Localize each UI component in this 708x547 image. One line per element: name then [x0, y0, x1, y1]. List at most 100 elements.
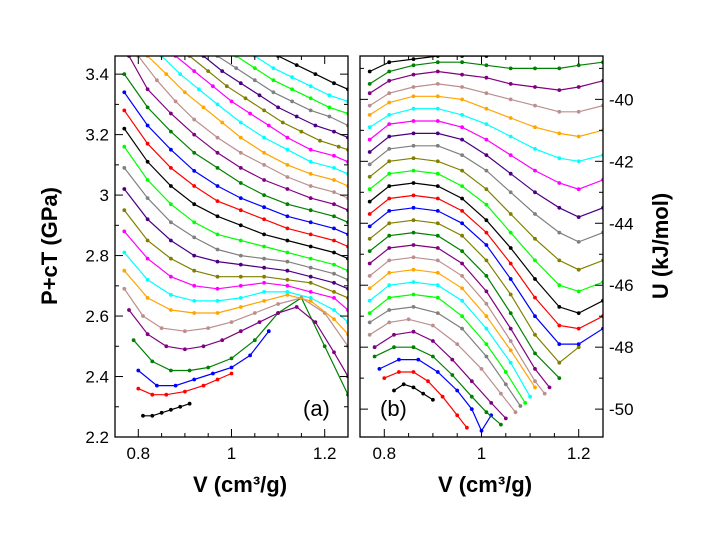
data-point-a-6-9	[332, 317, 336, 321]
data-point-b-22-5	[484, 122, 489, 126]
data-point-b-2-4	[455, 388, 460, 393]
data-point-a-6-3	[192, 311, 197, 315]
data-point-b-15-3	[435, 196, 440, 201]
data-point-a-10-5	[238, 262, 243, 267]
data-point-b-20-1	[387, 134, 392, 139]
y-tick-label-b: -40	[609, 90, 634, 109]
data-point-a-13-3	[192, 202, 197, 207]
data-point-b-17-5	[484, 202, 489, 207]
data-point-b-1-0	[382, 376, 387, 380]
data-point-a-9-2	[169, 256, 173, 261]
data-point-b-11-5	[484, 289, 489, 294]
data-point-a-18-3	[192, 117, 197, 122]
data-point-b-24-6	[508, 97, 513, 102]
data-point-b-16-9	[576, 311, 581, 315]
series-line-b-23	[369, 95, 603, 138]
data-point-b-25-2	[411, 72, 416, 77]
data-point-a-10-6	[262, 265, 266, 270]
data-point-b-13-6	[508, 292, 513, 297]
data-point-b-24-1	[387, 91, 392, 96]
data-point-a-10-0	[122, 187, 127, 191]
data-point-a-5-4	[206, 326, 211, 330]
data-point-a-7-3	[192, 299, 197, 303]
y-tick-label-a: 2.8	[85, 247, 109, 266]
data-point-a-4-11	[332, 350, 336, 355]
series-line-b-27	[369, 56, 487, 73]
data-point-b-8-0	[367, 298, 372, 303]
data-point-a-11-3	[192, 235, 197, 240]
data-point-b-2-1	[397, 357, 401, 362]
data-point-b-6-1	[387, 308, 392, 312]
data-point-a-9-8	[308, 280, 313, 285]
data-point-b-1-1	[397, 370, 401, 374]
x-tick-label-a: 0.8	[126, 444, 150, 463]
y-tick-label-b: -44	[609, 214, 634, 233]
data-point-a-14-4	[215, 199, 220, 204]
data-point-a-1-2	[164, 392, 169, 397]
data-point-b-5-5	[479, 367, 484, 371]
data-point-a-12-2	[169, 202, 173, 207]
data-point-b-14-5	[484, 243, 489, 247]
data-point-a-2-4	[211, 371, 215, 376]
data-point-a-23-1	[220, 69, 225, 73]
data-point-a-13-2	[169, 184, 173, 188]
data-point-a-10-1	[145, 217, 150, 222]
data-point-a-18-1	[155, 78, 159, 83]
data-point-a-13-5	[238, 223, 243, 228]
data-point-a-13-7	[285, 238, 290, 243]
data-point-a-8-9	[332, 296, 336, 300]
data-point-b-15-8	[557, 323, 562, 328]
data-point-b-26-2	[411, 63, 416, 68]
data-point-b-9-2	[411, 267, 416, 272]
data-point-a-18-2	[173, 99, 178, 104]
data-point-b-11-6	[508, 326, 513, 331]
data-point-b-12-8	[557, 376, 562, 380]
y-tick-label-a: 2.6	[85, 307, 109, 326]
data-point-b-22-8	[557, 156, 562, 161]
data-point-b-14-3	[435, 209, 440, 213]
data-point-b-27-1	[387, 60, 392, 65]
data-point-a-24-1	[234, 66, 239, 70]
data-point-a-10-7	[285, 268, 290, 273]
data-point-a-4-2	[164, 344, 169, 349]
data-point-b-18-7	[533, 236, 537, 241]
data-point-b-4-3	[431, 339, 435, 343]
data-point-b-7-5	[484, 342, 489, 346]
data-point-b-25-7	[533, 85, 537, 89]
data-point-a-4-1	[145, 332, 150, 337]
data-point-b-7-4	[460, 314, 464, 319]
data-point-b-16-7	[533, 277, 537, 281]
data-point-b-3-0	[372, 354, 377, 359]
data-point-b-4-0	[372, 345, 377, 350]
data-point-a-7-7	[285, 290, 290, 294]
data-point-a-13-8	[308, 244, 313, 249]
data-point-b-7-0	[367, 311, 372, 315]
data-point-a-16-2	[169, 129, 173, 134]
data-point-a-5-1	[141, 314, 145, 318]
data-point-a-26-2	[290, 75, 294, 80]
data-point-a-20-1	[178, 72, 183, 76]
data-point-b-18-2	[411, 156, 416, 161]
data-point-a-10-9	[332, 280, 336, 285]
data-point-a-5-6	[252, 311, 257, 315]
data-point-a-21-6	[285, 135, 290, 140]
data-point-a-6-1	[145, 296, 150, 300]
data-point-a-23-7	[332, 129, 336, 134]
data-point-b-23-6	[508, 116, 513, 120]
data-point-b-17-6	[508, 230, 513, 235]
data-point-b-0-4	[431, 397, 435, 402]
data-point-b-23-0	[367, 113, 372, 117]
data-point-b-26-4	[460, 60, 464, 65]
data-point-a-16-5	[238, 181, 243, 185]
data-point-b-15-6	[508, 261, 513, 266]
data-point-b-17-9	[576, 289, 581, 294]
data-point-b-13-7	[533, 332, 537, 337]
data-point-b-10-2	[411, 255, 416, 260]
data-point-a-17-1	[145, 87, 150, 92]
data-point-a-21-1	[192, 69, 197, 73]
data-point-a-4-7	[257, 320, 262, 324]
data-point-a-5-7	[276, 302, 280, 306]
y-axis-a: 2.2 2.4 2.6 2.8 3 3.2 3.4	[85, 65, 348, 447]
data-point-a-9-1	[145, 238, 150, 243]
data-point-b-16-0	[367, 199, 372, 204]
